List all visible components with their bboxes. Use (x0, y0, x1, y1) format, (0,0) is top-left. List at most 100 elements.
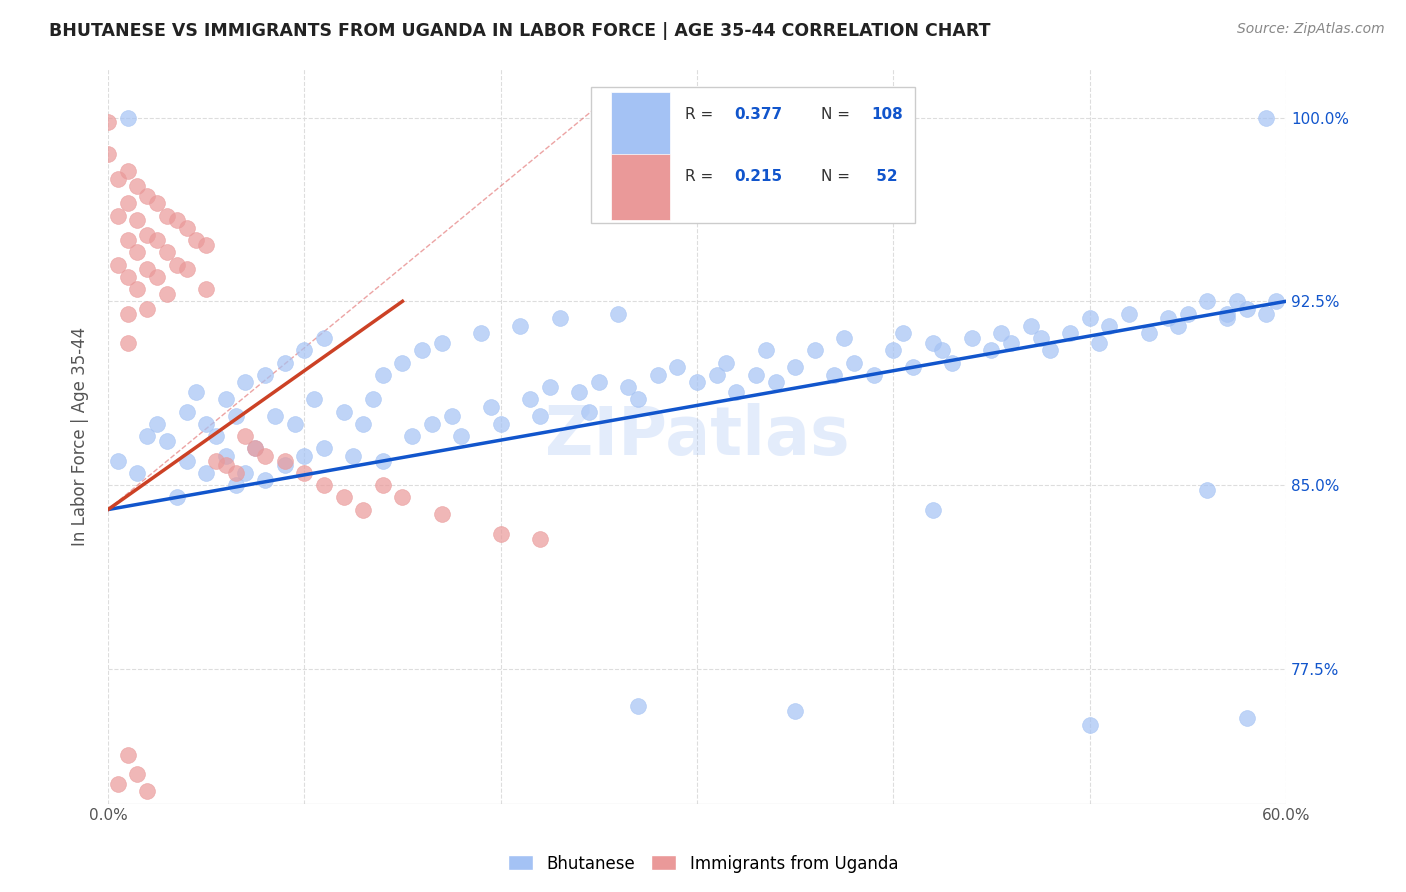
Point (136, 429, 159, 443)
Point (97, 147, 120, 161)
Point (176, 262, 198, 277)
Point (568, 384, 591, 399)
Point (1256, 307, 1278, 321)
Point (440, 409, 463, 424)
Point (117, 335, 139, 350)
Point (1098, 318, 1121, 333)
Point (1197, 483, 1219, 497)
Point (921, 502, 943, 516)
Point (832, 331, 855, 345)
Point (785, 360, 807, 375)
FancyBboxPatch shape (612, 154, 669, 220)
Text: 52: 52 (872, 169, 898, 184)
Point (166, 213, 188, 227)
Point (1019, 318, 1042, 333)
Point (401, 429, 423, 443)
Point (97, 115, 120, 129)
Point (529, 409, 551, 424)
Point (352, 417, 374, 431)
Point (666, 360, 689, 375)
Point (215, 449, 238, 463)
Point (225, 466, 247, 480)
Point (803, 343, 825, 358)
FancyBboxPatch shape (612, 93, 669, 159)
Point (391, 355, 413, 369)
Point (578, 404, 600, 418)
Point (785, 704, 807, 718)
Point (430, 335, 453, 350)
Point (312, 478, 335, 492)
Point (166, 258, 188, 272)
Point (156, 434, 179, 448)
Point (450, 429, 472, 443)
Point (627, 698, 650, 713)
Point (146, 196, 169, 211)
Point (420, 417, 443, 431)
Point (519, 392, 541, 407)
Text: N =: N = (821, 107, 855, 122)
Point (1078, 311, 1101, 326)
Point (980, 343, 1002, 358)
Point (960, 331, 983, 345)
Point (127, 282, 149, 296)
Point (371, 478, 394, 492)
Point (166, 491, 188, 505)
Point (1177, 307, 1199, 321)
Point (176, 404, 198, 418)
Point (430, 508, 453, 522)
Point (127, 245, 149, 260)
Point (205, 453, 228, 467)
Point (371, 453, 394, 467)
Point (195, 417, 218, 431)
Point (146, 417, 169, 431)
Point (127, 767, 149, 781)
Point (489, 527, 512, 541)
Point (127, 466, 149, 480)
Point (1039, 343, 1062, 358)
Point (1236, 301, 1258, 316)
Point (862, 368, 884, 382)
Text: BHUTANESE VS IMMIGRANTS FROM UGANDA IN LABOR FORCE | AGE 35-44 CORRELATION CHART: BHUTANESE VS IMMIGRANTS FROM UGANDA IN L… (49, 22, 991, 40)
Point (990, 326, 1012, 340)
Point (136, 189, 159, 203)
Point (706, 368, 728, 382)
Point (588, 375, 610, 389)
Point (921, 335, 943, 350)
Point (548, 311, 571, 326)
Point (176, 220, 198, 235)
Point (755, 343, 778, 358)
Point (489, 417, 512, 431)
Point (136, 301, 159, 316)
Point (647, 368, 669, 382)
Point (117, 164, 139, 178)
Point (312, 331, 335, 345)
Point (117, 196, 139, 211)
Point (215, 458, 238, 473)
Point (1078, 718, 1101, 732)
Point (117, 307, 139, 321)
Point (1167, 318, 1189, 333)
Point (716, 355, 738, 369)
Point (107, 777, 129, 791)
Point (136, 228, 159, 243)
Point (156, 287, 179, 301)
Point (686, 375, 709, 389)
Point (292, 343, 315, 358)
Point (1197, 294, 1219, 309)
Point (292, 466, 315, 480)
Point (254, 449, 277, 463)
Point (901, 360, 924, 375)
Point (332, 491, 354, 505)
Point (607, 307, 630, 321)
Point (273, 458, 295, 473)
Point (117, 269, 139, 284)
Point (617, 380, 640, 394)
Point (195, 282, 218, 296)
Point (411, 343, 433, 358)
Point (146, 269, 169, 284)
Point (509, 318, 531, 333)
Point (1226, 294, 1249, 309)
Point (312, 442, 335, 456)
Point (302, 392, 325, 407)
Point (205, 429, 228, 443)
